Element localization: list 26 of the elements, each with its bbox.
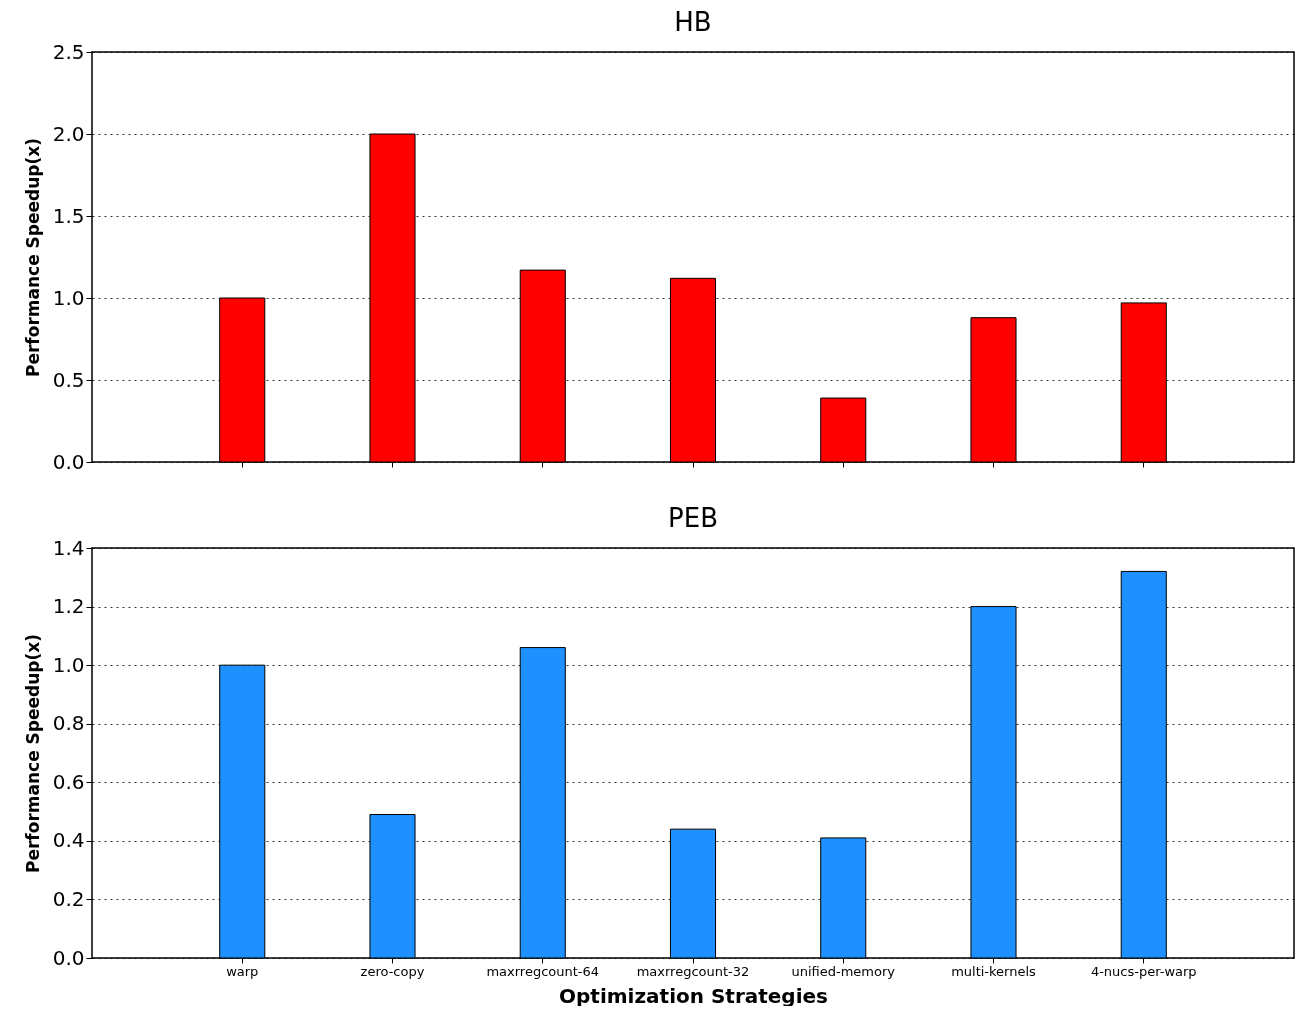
x-tick-label: warp xyxy=(226,963,259,979)
chart-title: PEB xyxy=(668,503,718,533)
x-tick-label: maxrregcount-32 xyxy=(636,963,750,979)
x-tick-label: zero-copy xyxy=(360,963,425,979)
y-tick-label: 2.0 xyxy=(52,121,85,146)
x-tick-label: 4-nucs-per-warp xyxy=(1090,963,1197,979)
y-tick-label: 0.5 xyxy=(52,367,85,392)
y-tick-label: 1.0 xyxy=(52,652,85,677)
y-tick-label: 1.4 xyxy=(52,535,85,560)
y-tick-label: 1.0 xyxy=(52,285,85,310)
y-tick-label: 0.2 xyxy=(52,886,85,911)
y-tick-label: 2.5 xyxy=(52,39,85,64)
x-tick-label: unified-memory xyxy=(791,963,896,979)
y-tick-label: 0.0 xyxy=(52,945,85,970)
chart-title: HB xyxy=(674,7,712,37)
x-tick-label: maxrregcount-64 xyxy=(486,963,600,979)
y-tick-label: 1.5 xyxy=(52,203,85,228)
y-tick-label: 1.2 xyxy=(52,594,85,619)
y-tick-label: 0.8 xyxy=(52,711,85,736)
y-axis-title: Performance Speedup(x) xyxy=(22,137,43,378)
y-tick-label: 0.0 xyxy=(52,449,85,474)
y-axis-title: Performance Speedup(x) xyxy=(22,633,43,874)
x-tick-label: multi-kernels xyxy=(951,963,1037,979)
x-axis-title: Optimization Strategies xyxy=(558,983,829,1008)
y-tick-label: 0.6 xyxy=(52,769,85,794)
y-tick-label: 0.4 xyxy=(52,828,85,853)
